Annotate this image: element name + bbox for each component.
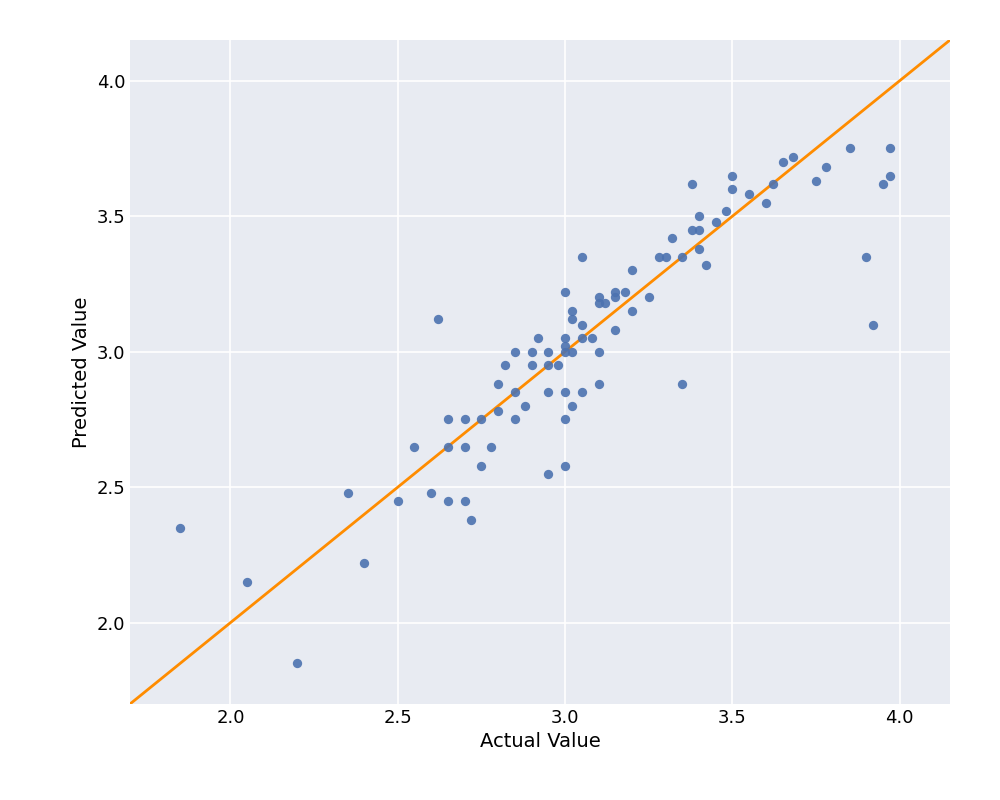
Point <box>591 297 607 310</box>
Point <box>440 440 456 453</box>
Point <box>564 313 580 326</box>
Point <box>457 494 473 507</box>
Point <box>591 346 607 358</box>
Point <box>858 250 874 263</box>
Point <box>440 413 456 426</box>
Point <box>574 318 590 331</box>
Point <box>691 242 707 255</box>
Point <box>684 178 700 190</box>
Point <box>607 286 623 298</box>
Point <box>865 318 881 331</box>
Point <box>239 576 255 589</box>
Point <box>490 378 506 390</box>
Point <box>698 258 714 271</box>
Point <box>289 657 305 670</box>
Point <box>473 459 489 472</box>
Point <box>684 223 700 236</box>
Point <box>557 340 573 353</box>
Point <box>524 359 540 372</box>
Point <box>691 210 707 222</box>
Point <box>497 359 513 372</box>
Point <box>457 440 473 453</box>
Point <box>617 286 633 298</box>
Point <box>423 486 439 499</box>
Point <box>557 286 573 298</box>
Point <box>540 346 556 358</box>
Point <box>875 178 891 190</box>
Point <box>882 142 898 155</box>
Point <box>507 346 523 358</box>
Point <box>591 291 607 304</box>
Point <box>674 378 690 390</box>
Point <box>724 169 740 182</box>
Point <box>574 332 590 345</box>
Point <box>564 399 580 412</box>
Point <box>483 440 499 453</box>
Point <box>818 161 834 174</box>
Point <box>724 182 740 195</box>
Point <box>490 405 506 418</box>
Point <box>430 313 446 326</box>
Point <box>624 305 640 318</box>
Point <box>524 346 540 358</box>
Point <box>882 169 898 182</box>
Point <box>540 359 556 372</box>
Point <box>517 399 533 412</box>
Point <box>340 486 356 499</box>
Point <box>785 150 801 163</box>
Point <box>607 323 623 336</box>
Point <box>564 305 580 318</box>
Point <box>624 264 640 277</box>
Point <box>674 250 690 263</box>
Point <box>390 494 406 507</box>
Point <box>842 142 858 155</box>
Point <box>463 514 479 526</box>
Point <box>406 440 422 453</box>
Point <box>473 413 489 426</box>
Point <box>607 291 623 304</box>
Point <box>507 386 523 398</box>
Point <box>574 386 590 398</box>
Point <box>775 155 791 168</box>
Point <box>574 250 590 263</box>
Point <box>597 297 613 310</box>
Point <box>564 346 580 358</box>
Point <box>457 413 473 426</box>
Point <box>765 178 781 190</box>
Point <box>664 231 680 244</box>
Point <box>540 386 556 398</box>
Point <box>557 332 573 345</box>
Point <box>758 196 774 209</box>
Point <box>356 557 372 570</box>
Point <box>584 332 600 345</box>
Point <box>557 386 573 398</box>
Point <box>718 204 734 217</box>
Point <box>641 291 657 304</box>
Point <box>808 174 824 187</box>
Point <box>708 215 724 228</box>
Point <box>591 378 607 390</box>
Point <box>557 413 573 426</box>
Point <box>658 250 674 263</box>
Point <box>550 359 566 372</box>
Point <box>507 413 523 426</box>
Point <box>651 250 667 263</box>
Y-axis label: Predicted Value: Predicted Value <box>72 296 91 448</box>
Point <box>440 494 456 507</box>
Point <box>530 332 546 345</box>
Point <box>172 522 188 534</box>
Point <box>557 459 573 472</box>
Point <box>691 223 707 236</box>
Point <box>557 346 573 358</box>
X-axis label: Actual Value: Actual Value <box>480 733 600 751</box>
Point <box>741 188 757 201</box>
Point <box>540 467 556 480</box>
